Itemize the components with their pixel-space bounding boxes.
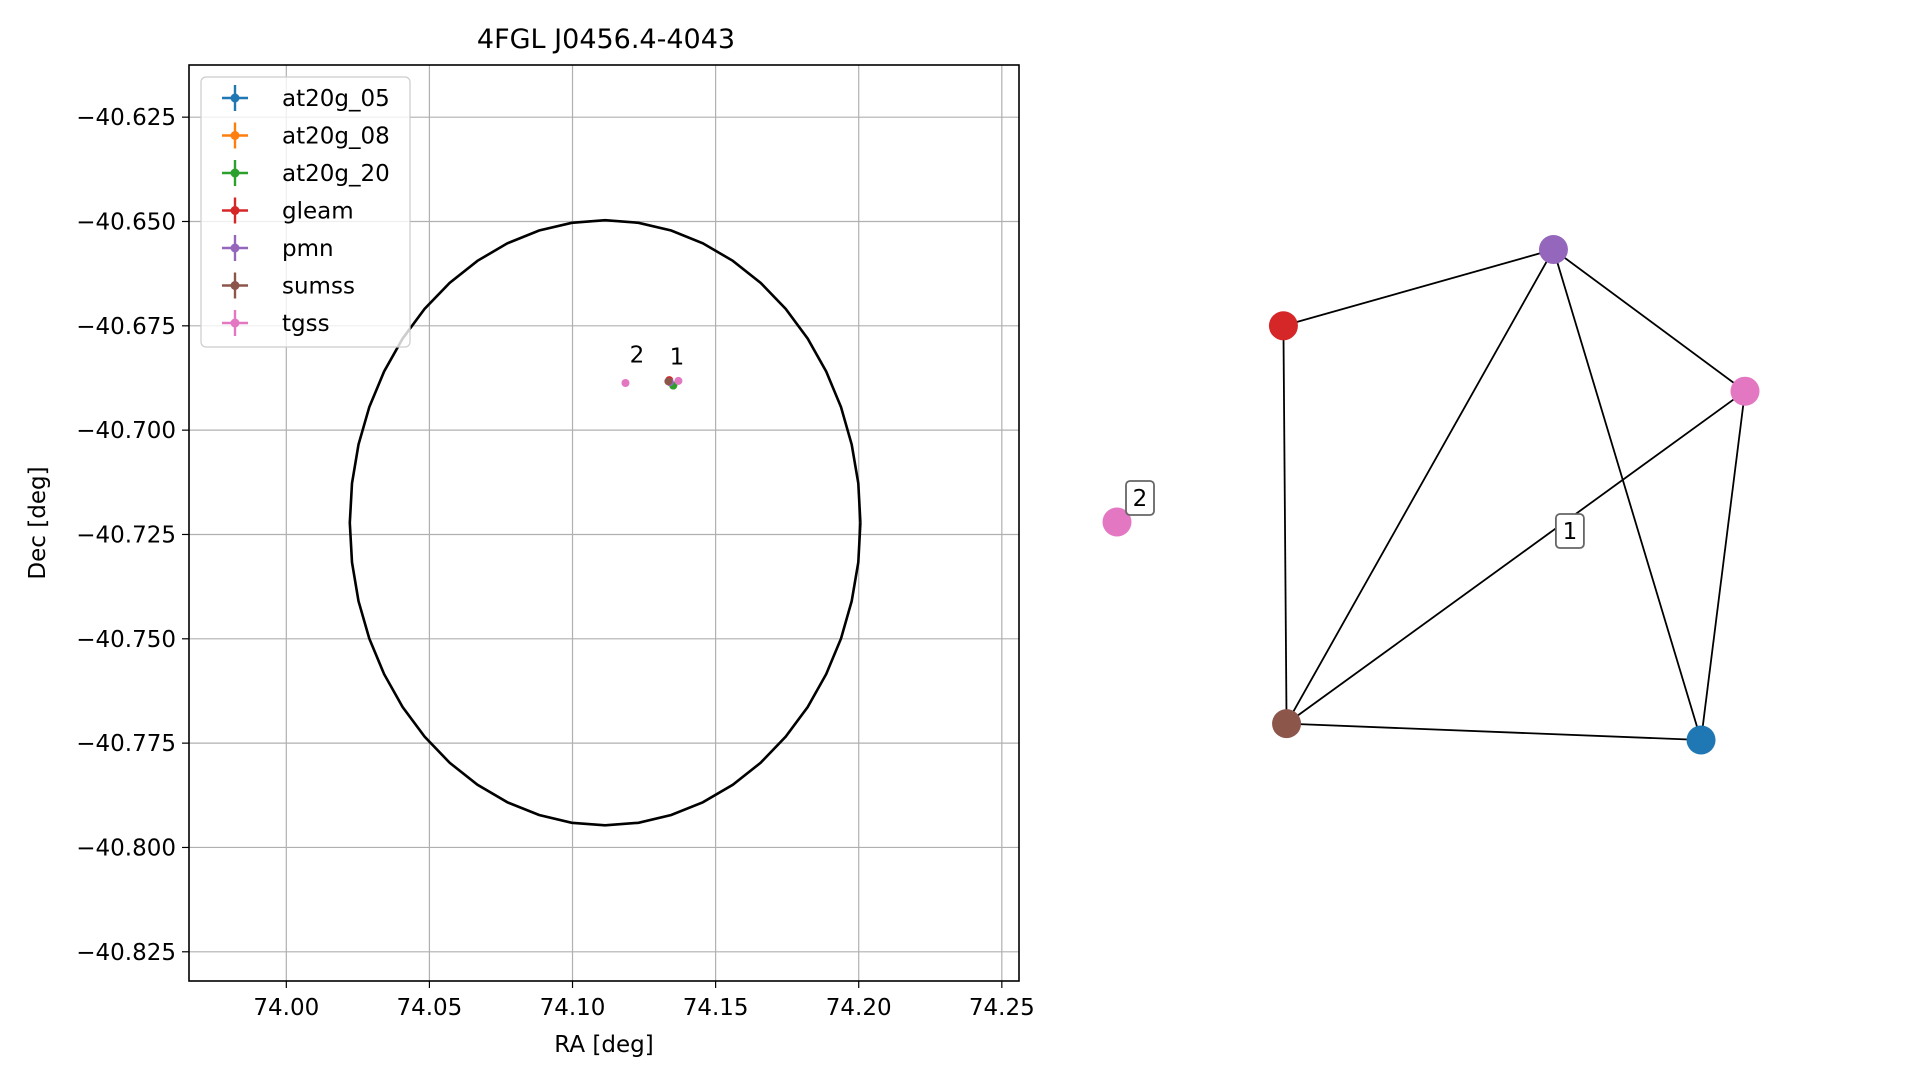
y-tick-label: −40.650 <box>76 209 176 235</box>
legend-marker-dot <box>230 131 240 140</box>
network-node-tgss <box>1730 376 1760 406</box>
y-tick-label: −40.775 <box>76 731 176 757</box>
y-tick-label: −40.825 <box>76 940 176 966</box>
y-tick-label: −40.625 <box>76 105 176 131</box>
network-edge <box>1286 390 1746 725</box>
cluster-label: 2 <box>1125 480 1155 516</box>
point-sumss <box>664 377 673 386</box>
network-edge <box>1283 248 1554 327</box>
axes-frame <box>188 64 1020 982</box>
network-edge <box>1285 249 1555 725</box>
legend-label: pmn <box>282 236 334 262</box>
cluster-label: 1 <box>1554 513 1585 549</box>
legend-entry-at20g_20: at20g_20 <box>222 160 390 187</box>
network-node-sumss <box>1272 709 1302 739</box>
y-tick-label: −40.700 <box>76 418 176 444</box>
network-node-gleam <box>1268 311 1298 341</box>
network-edge <box>1282 325 1288 724</box>
legend-entry-tgss: tgss <box>222 310 330 337</box>
legend-marker-dot <box>230 206 240 215</box>
point-annotation: 1 <box>670 345 685 371</box>
legend-label: sumss <box>282 274 355 300</box>
x-tick-label: 74.10 <box>540 995 606 1021</box>
y-tick-label: −40.725 <box>76 522 176 548</box>
network-nodes <box>1102 235 1760 755</box>
network-labels: 12 <box>1125 480 1585 549</box>
cluster-label-box <box>1554 513 1585 549</box>
network-edges <box>1282 248 1746 741</box>
cluster-label-text: 1 <box>1563 519 1578 545</box>
x-tick-label: 74.15 <box>683 995 749 1021</box>
network-edge <box>1286 722 1702 741</box>
network-graph: 12 <box>1102 235 1760 755</box>
y-tick-label: −40.750 <box>76 627 176 653</box>
x-tick-label: 74.05 <box>396 995 462 1021</box>
legend-box <box>200 76 411 348</box>
y-tick-label: −40.675 <box>76 314 176 340</box>
legend-marker-dot <box>230 281 240 290</box>
legend-entry-at20g_08: at20g_08 <box>222 122 390 150</box>
network-edge <box>1552 249 1702 741</box>
point-tgss <box>674 376 683 385</box>
x-ticks: 74.00 74.05 74.10 74.15 74.20 74.25 <box>253 981 1035 1021</box>
x-tick-label: 74.00 <box>253 995 319 1021</box>
network-edge <box>1552 248 1746 392</box>
network-node-tgss_2 <box>1102 507 1132 537</box>
network-edge <box>1700 391 1746 741</box>
legend-label: at20g_20 <box>282 161 390 187</box>
legend-label: gleam <box>282 199 354 225</box>
cluster-label-text: 2 <box>1133 486 1148 512</box>
legend-label: at20g_08 <box>282 124 390 150</box>
x-tick-label: 74.25 <box>969 995 1035 1021</box>
network-node-pmn <box>1538 235 1568 264</box>
y-axis-label: Dec [deg] <box>25 466 51 579</box>
x-tick-label: 74.20 <box>826 995 892 1021</box>
points-layer <box>621 376 683 390</box>
legend-marker-dot <box>230 168 240 178</box>
point-annotation: 2 <box>630 343 645 369</box>
error-ellipse <box>348 218 862 827</box>
y-tick-label: −40.800 <box>76 835 176 861</box>
legend-entry-sumss: sumss <box>222 272 355 300</box>
plot-area: 12 74.00 74.05 74.10 74.15 74.20 74.25 −40.62… <box>76 64 1035 1021</box>
cluster-label-box <box>1125 480 1155 516</box>
y-ticks: −40.625 −40.650 −40.675 −40.700 −40.725 −40.7… <box>76 105 189 966</box>
grid <box>189 65 1019 981</box>
chart-title: 4FGL J0456.4-4043 <box>477 24 735 55</box>
legend-entry-pmn: pmn <box>222 235 334 262</box>
x-axis-label: RA [deg] <box>554 1032 653 1058</box>
legend-entry-at20g_05: at20g_05 <box>222 85 390 112</box>
annotations-layer: 12 <box>630 343 685 371</box>
legend-label: at20g_05 <box>282 86 390 112</box>
legend-marker-dot <box>230 93 240 103</box>
legend-marker-dot <box>230 318 240 328</box>
legend-entry-gleam: gleam <box>222 197 354 225</box>
ellipse-layer <box>348 218 862 827</box>
point-tgss <box>621 378 630 387</box>
network-node-at20g_05 <box>1686 725 1716 755</box>
legend-marker-dot <box>230 243 240 253</box>
legend-label: tgss <box>282 311 330 337</box>
